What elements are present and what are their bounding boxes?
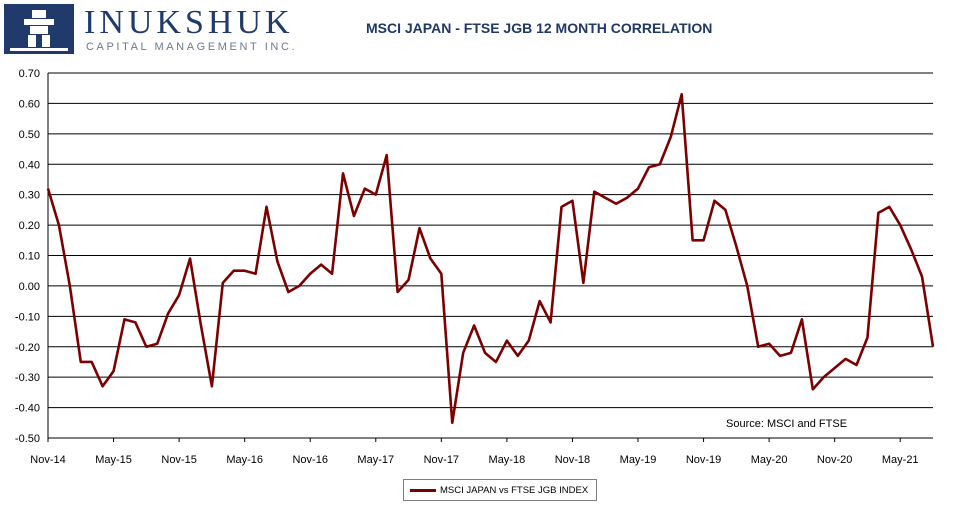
x-tick-label: Nov-20 — [817, 454, 852, 466]
x-tick-label: May-16 — [226, 454, 263, 466]
y-tick-label: 0.30 — [19, 190, 40, 202]
x-tick-label: Nov-14 — [30, 454, 65, 466]
x-tick-label: May-17 — [357, 454, 394, 466]
y-tick-label: 0.10 — [19, 251, 40, 263]
x-tick-label: Nov-18 — [555, 454, 590, 466]
inukshuk-logo-icon — [4, 4, 74, 54]
x-tick-label: Nov-19 — [686, 454, 721, 466]
x-tick-label: May-18 — [489, 454, 526, 466]
x-tick-label: Nov-16 — [292, 454, 327, 466]
company-logo: INUKSHUK CAPITAL MANAGEMENT INC. — [4, 4, 304, 58]
logo-tagline: CAPITAL MANAGEMENT INC. — [86, 41, 298, 53]
x-tick-label: Nov-15 — [161, 454, 196, 466]
y-tick-label: -0.20 — [15, 342, 40, 354]
y-tick-label: 0.60 — [19, 98, 40, 110]
y-tick-label: 0.50 — [19, 129, 40, 141]
series-line — [46, 92, 935, 425]
logo-name: INUKSHUK — [84, 4, 294, 41]
y-tick-label: 0.70 — [19, 68, 40, 80]
x-tick-label: May-19 — [620, 454, 657, 466]
legend: MSCI JAPAN vs FTSE JGB INDEX — [403, 479, 598, 501]
y-tick-label: -0.10 — [15, 311, 40, 323]
x-tick-label: May-20 — [751, 454, 788, 466]
chart-title: MSCI JAPAN - FTSE JGB 12 MONTH CORRELATI… — [366, 20, 713, 36]
y-tick-label: -0.40 — [15, 403, 40, 415]
y-tick-label: -0.50 — [15, 433, 40, 445]
x-tick-label: May-15 — [95, 454, 132, 466]
y-tick-label: 0.40 — [19, 159, 40, 171]
y-tick-label: 0.00 — [19, 281, 40, 293]
series-group — [46, 92, 935, 425]
y-tick-label: 0.20 — [19, 220, 40, 232]
x-tick-label: May-21 — [882, 454, 919, 466]
source-note: Source: MSCI and FTSE — [726, 418, 847, 430]
legend-swatch — [410, 488, 436, 492]
legend-label: MSCI JAPAN vs FTSE JGB INDEX — [440, 484, 589, 496]
x-axis-ticks: Nov-14 May-15 Nov-15 May-16 Nov-16 May-17 Nov-… — [30, 438, 919, 466]
y-axis-ticks: 0.70 0.60 0.50 0.40 0.30 0.20 0.10 0.00 -0.10 -0.… — [15, 68, 40, 445]
gridlines — [48, 72, 933, 439]
x-tick-label: Nov-17 — [424, 454, 459, 466]
y-tick-label: -0.30 — [15, 372, 40, 384]
